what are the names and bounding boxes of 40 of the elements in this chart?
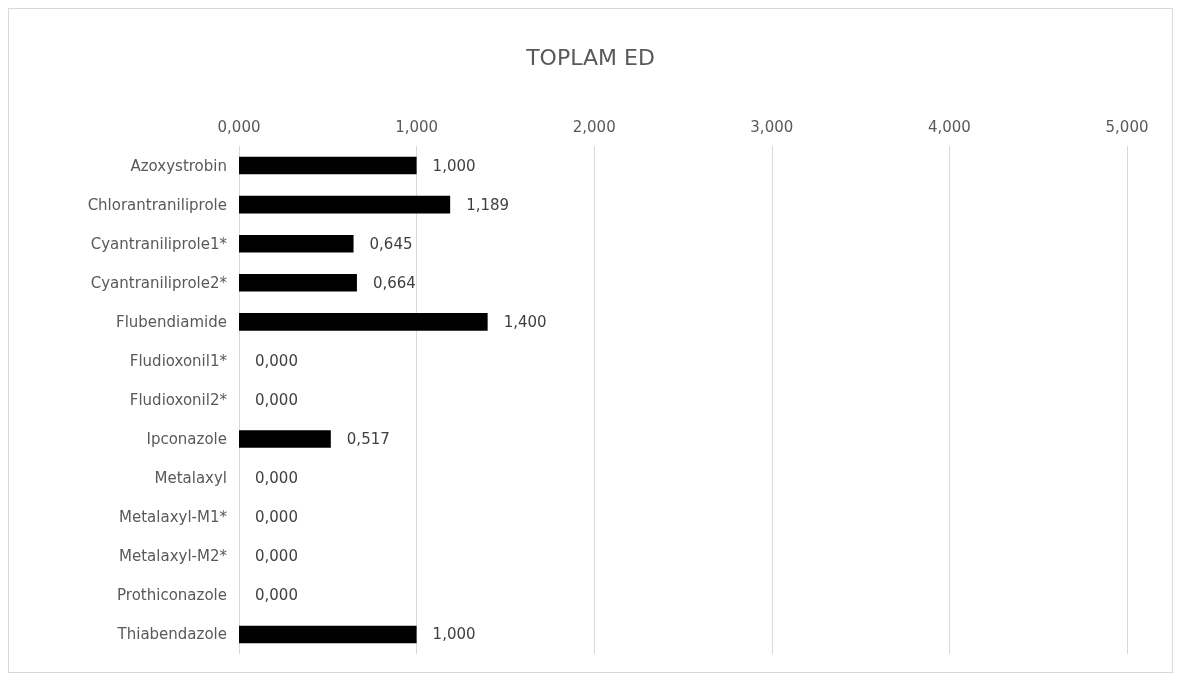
y-tick-label: Metalaxyl-M2*	[119, 547, 228, 566]
y-tick-label: Chlorantraniliprole	[87, 195, 227, 214]
data-label: 0,000	[255, 469, 298, 488]
y-tick-label: Prothiconazole	[117, 586, 227, 605]
data-label: 0,000	[255, 508, 298, 527]
data-label: 0,000	[255, 586, 298, 605]
data-label: 1,000	[432, 625, 476, 644]
bar	[239, 156, 417, 175]
data-label: 0,517	[346, 430, 390, 449]
x-tick-label: 4,000	[927, 117, 971, 136]
y-tick-label: Cyantraniliprole2*	[90, 273, 228, 292]
y-tick-label: Fludioxonil1*	[129, 351, 228, 370]
x-tick-label: 1,000	[395, 117, 439, 136]
bar	[239, 430, 331, 448]
data-label: 1,400	[503, 312, 547, 331]
x-tick-label: 3,000	[750, 117, 794, 136]
bar	[239, 625, 417, 644]
data-label: 0,645	[369, 234, 413, 253]
y-tick-label: Cyantraniliprole1*	[90, 234, 228, 253]
bar	[239, 195, 451, 214]
data-label: 1,000	[432, 156, 476, 175]
data-label: 0,000	[255, 547, 298, 566]
x-tick-label: 5,000	[1105, 117, 1149, 136]
y-tick-label: Azoxystrobin	[130, 156, 227, 175]
bar	[239, 234, 354, 253]
y-tick-label: Ipconazole	[146, 430, 227, 449]
x-tick-label: 0,000	[217, 117, 261, 136]
y-tick-label: Metalaxyl	[154, 469, 227, 488]
chart-title: TOPLAM ED	[525, 44, 655, 70]
y-tick-label: Flubendiamide	[116, 312, 227, 331]
data-label: 0,664	[372, 273, 416, 292]
data-label: 0,000	[255, 351, 298, 370]
y-tick-label: Metalaxyl-M1*	[119, 508, 228, 527]
x-tick-label: 2,000	[572, 117, 616, 136]
bar	[239, 273, 357, 292]
y-tick-label: Fludioxonil2*	[129, 391, 228, 409]
data-label: 1,189	[466, 195, 510, 214]
data-label: 0,000	[255, 391, 298, 409]
y-tick-label: Thiabendazole	[116, 625, 227, 644]
bar	[239, 313, 488, 331]
